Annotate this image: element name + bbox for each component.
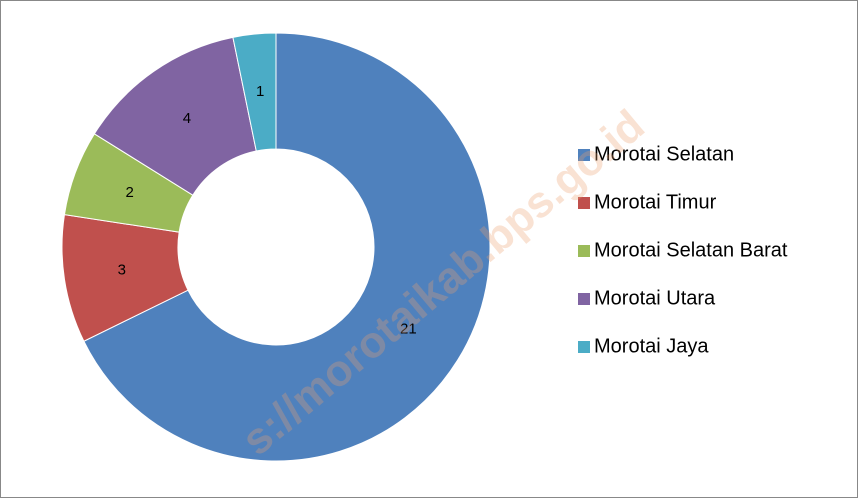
data-label: 3 [118,262,126,279]
legend: Morotai Selatan Morotai Timur Morotai Sela… [578,143,788,357]
donut: 21 3 2 4 1 [61,32,491,462]
slice [93,36,257,196]
legend-swatch [578,149,590,161]
legend-label: Morotai Timur [594,191,717,213]
slice [83,32,491,462]
legend-label: Morotai Jaya [594,335,709,357]
legend-label: Morotai Selatan Barat [594,239,788,261]
data-label: 1 [256,83,264,100]
legend-swatch [578,341,590,353]
data-label: 21 [400,320,417,337]
legend-label: Morotai Selatan [594,143,734,165]
legend-label: Morotai Utara [594,287,716,309]
slice [232,32,277,152]
legend-swatch [578,197,590,209]
data-label: 4 [183,110,191,127]
data-label: 2 [126,184,134,201]
legend-swatch [578,245,590,257]
legend-swatch [578,293,590,305]
